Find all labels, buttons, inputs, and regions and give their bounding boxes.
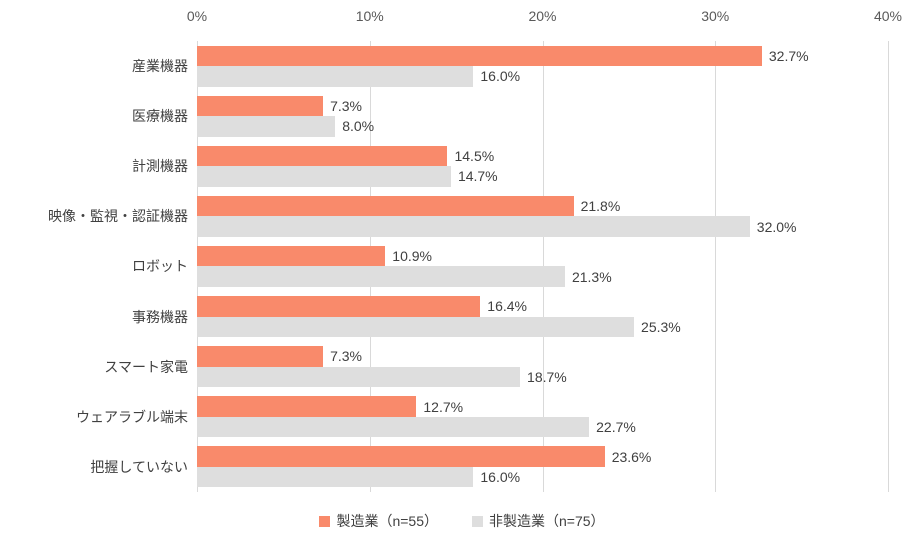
- gridline: [888, 41, 889, 492]
- legend-swatch-manufacturing: [319, 515, 331, 527]
- legend-item-manufacturing: 製造業（n=55）: [319, 511, 438, 531]
- x-axis-tick-label: 20%: [528, 8, 557, 24]
- value-label: 10.9%: [392, 248, 432, 265]
- bar-non-manufacturing: [197, 266, 565, 287]
- value-label: 16.0%: [480, 469, 521, 486]
- category-label: 把握していない: [90, 458, 188, 475]
- category-label: 事務機器: [132, 308, 188, 325]
- value-label: 12.7%: [423, 398, 464, 415]
- value-label: 16.4%: [487, 298, 527, 315]
- value-label: 7.3%: [330, 348, 363, 365]
- legend-swatch-non-manufacturing: [472, 515, 483, 527]
- x-axis-tick-label: 40%: [873, 8, 903, 24]
- category-label: ウェアラブル端末: [76, 408, 188, 425]
- bar-manufacturing: [197, 95, 324, 117]
- bar-non-manufacturing: [197, 216, 750, 237]
- bar-non-manufacturing: [197, 466, 474, 488]
- value-label: 14.5%: [454, 147, 495, 164]
- value-label: 8.0%: [342, 118, 375, 135]
- gridline: [715, 41, 717, 492]
- legend-label: 製造業（n=55）: [336, 513, 438, 529]
- value-label: 25.3%: [641, 318, 681, 335]
- bar-manufacturing: [197, 245, 386, 267]
- value-label: 14.7%: [457, 168, 498, 185]
- value-label: 7.3%: [330, 97, 363, 114]
- bar-non-manufacturing: [197, 316, 635, 338]
- category-label: スマート家電: [104, 358, 188, 375]
- category-label: 計測機器: [132, 158, 188, 175]
- value-label: 32.7%: [768, 47, 809, 64]
- value-label: 23.6%: [611, 448, 652, 465]
- x-axis-tick-label: 0%: [186, 8, 208, 24]
- bar-manufacturing: [197, 346, 324, 367]
- x-axis-tick-label: 30%: [701, 8, 730, 24]
- bar-non-manufacturing: [197, 416, 590, 438]
- category-label: 映像・監視・認証機器: [48, 208, 188, 225]
- bar-manufacturing: [197, 45, 762, 66]
- legend: 製造業（n=55） 非製造業（n=75）: [0, 506, 924, 536]
- category-label: 医療機器: [132, 108, 188, 125]
- value-label: 18.7%: [527, 368, 567, 385]
- bar-non-manufacturing: [197, 166, 451, 187]
- value-label: 22.7%: [596, 419, 636, 436]
- bar-manufacturing: [197, 396, 417, 417]
- bar-non-manufacturing: [197, 366, 521, 388]
- legend-label: 非製造業（n=75）: [489, 513, 605, 529]
- plot-area: 32.7% 7.3% 14.5% 21.8% 10.9% 16.4% 7.3% 12.7% 23…: [197, 41, 889, 492]
- bar-manufacturing: [197, 145, 448, 167]
- bar-manufacturing: [197, 446, 605, 467]
- legend-item-non-manufacturing: 非製造業（n=75）: [472, 511, 605, 531]
- value-label: 21.8%: [580, 198, 621, 215]
- bar-manufacturing: [197, 195, 574, 217]
- value-label: 16.0%: [480, 68, 521, 85]
- x-axis-tick-label: 10%: [355, 8, 384, 24]
- value-label: 32.0%: [756, 218, 797, 235]
- value-label: 21.3%: [571, 268, 612, 285]
- bar-non-manufacturing: [197, 66, 474, 87]
- bar-manufacturing: [197, 296, 481, 317]
- bar-non-manufacturing: [197, 116, 336, 137]
- category-label: ロボット: [132, 258, 188, 275]
- category-label: 産業機器: [132, 58, 188, 75]
